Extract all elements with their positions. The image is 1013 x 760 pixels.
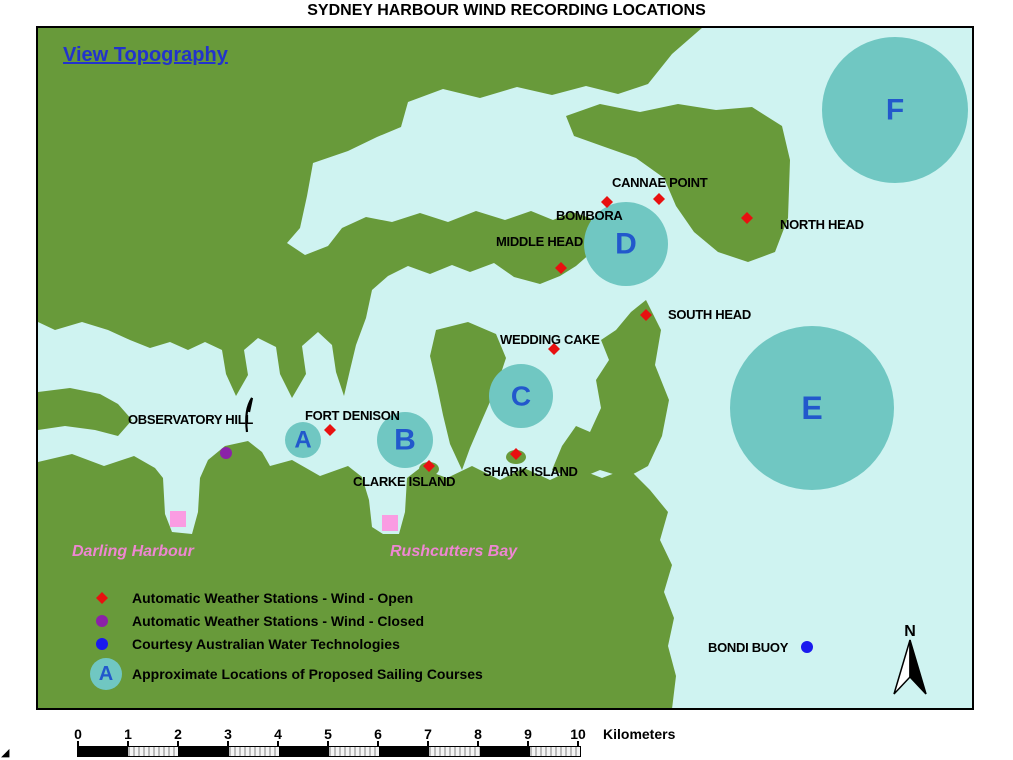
north-arrow: N xyxy=(893,623,927,695)
station-label-observatory-hill: OBSERVATORY HILL xyxy=(128,412,253,427)
course-circle-E xyxy=(730,326,894,490)
scale-segment xyxy=(529,747,581,756)
scale-segment xyxy=(379,747,430,756)
scale-segment xyxy=(329,747,380,756)
station-label-fort-denison: FORT DENISON xyxy=(305,408,400,423)
station-dot-bombora xyxy=(601,196,613,208)
legend-awt-dot xyxy=(96,638,108,650)
scale-tick-label-3: 3 xyxy=(224,726,232,742)
course-letter-E: E xyxy=(801,390,822,426)
scale-segment xyxy=(78,747,129,756)
scale-tick-mark xyxy=(577,741,579,746)
scale-tick-mark xyxy=(127,741,129,746)
legend-course-text: Approximate Locations of Proposed Sailin… xyxy=(132,666,483,682)
land-north-head xyxy=(566,104,790,262)
place-label-rushcutters-bay: Rushcutters Bay xyxy=(390,543,518,560)
place-label-darling-harbour: Darling Harbour xyxy=(72,543,195,560)
scale-tick-label-0: 0 xyxy=(74,726,82,742)
course-circle-F xyxy=(822,37,968,183)
legend-open-dot xyxy=(96,592,108,604)
scale-tick-label-7: 7 xyxy=(424,726,432,742)
station-label-shark-island: SHARK ISLAND xyxy=(483,464,578,479)
station-dot-wedding-cake xyxy=(548,343,560,355)
scale-tick-label-1: 1 xyxy=(124,726,132,742)
scale-tick-label-8: 8 xyxy=(474,726,482,742)
scale-tick-mark xyxy=(327,741,329,746)
scale-tick-mark xyxy=(77,741,79,746)
station-dot-observatory-hill xyxy=(220,447,232,459)
course-letter-A: A xyxy=(294,427,311,454)
scale-unit-label: Kilometers xyxy=(603,726,676,742)
map-border xyxy=(36,26,974,710)
course-letter-D: D xyxy=(615,228,637,261)
station-label-middle-head: MIDDLE HEAD xyxy=(496,234,583,249)
scale-tick-label-2: 2 xyxy=(174,726,182,742)
page-title: SYDNEY HARBOUR WIND RECORDING LOCATIONS xyxy=(307,2,706,19)
place-square-rushcutters-bay xyxy=(382,515,398,531)
legend-course-circle xyxy=(90,658,122,690)
scale-tick-label-5: 5 xyxy=(324,726,332,742)
legend-closed-text: Automatic Weather Stations - Wind - Clos… xyxy=(132,613,424,629)
scale-segment xyxy=(228,747,279,756)
scale-segment xyxy=(479,747,530,756)
legend-closed-dot xyxy=(96,615,108,627)
map: A B C D E F Darling Harbour Rushcutters Bay CA… xyxy=(36,26,974,710)
course-letter-B: B xyxy=(394,424,416,457)
corner-artifact: ◢ xyxy=(1,747,10,759)
north-arrow-label: N xyxy=(904,623,916,640)
station-dot-clarke-island xyxy=(423,460,435,472)
scale-tick-label-9: 9 xyxy=(524,726,532,742)
land-left-band xyxy=(38,388,132,436)
legend-course-letter: A xyxy=(99,663,113,685)
scale-tick-mark xyxy=(277,741,279,746)
scale-tick-mark xyxy=(377,741,379,746)
place-square-darling-harbour xyxy=(170,511,186,527)
station-label-wedding-cake: WEDDING CAKE xyxy=(500,332,600,347)
course-circle-B xyxy=(377,412,433,468)
station-label-south-head: SOUTH HEAD xyxy=(668,307,751,322)
land-point-piper xyxy=(430,322,506,470)
station-dot-cannae-point xyxy=(653,193,665,205)
course-circle-D xyxy=(584,202,668,286)
course-letter-C: C xyxy=(511,381,531,412)
station-label-clarke-island: CLARKE ISLAND xyxy=(353,474,455,489)
harbour-bridge-mark xyxy=(245,397,254,433)
scale-tick-label-10: 10 xyxy=(570,726,586,742)
scale-segment xyxy=(429,747,480,756)
scale-tick-mark xyxy=(227,741,229,746)
station-dot-middle-head xyxy=(555,262,567,274)
land-south xyxy=(38,441,676,709)
scale-bar: 0 1 2 3 4 5 6 7 8 9 10 Kilometers xyxy=(0,722,1013,760)
scale-tick-label-4: 4 xyxy=(274,726,282,742)
scale-tick-label-6: 6 xyxy=(374,726,382,742)
scale-bar-segments xyxy=(77,746,581,757)
station-label-bombora: BOMBORA xyxy=(556,208,623,223)
scale-tick-mark xyxy=(427,741,429,746)
land-south-head xyxy=(552,300,669,480)
scale-tick-mark xyxy=(527,741,529,746)
course-letter-F: F xyxy=(886,94,904,127)
course-circle-C xyxy=(489,364,553,428)
course-circle-A xyxy=(285,422,321,458)
scale-tick-mark xyxy=(177,741,179,746)
legend-awt-text: Courtesy Australian Water Technologies xyxy=(132,636,400,652)
station-dot-north-head xyxy=(741,212,753,224)
station-dot-shark-island xyxy=(510,448,522,460)
scale-segment xyxy=(178,747,229,756)
scale-segment xyxy=(128,747,179,756)
land-north xyxy=(38,27,703,398)
station-label-cannae-point: CANNAE POINT xyxy=(612,175,708,190)
scale-segment xyxy=(278,747,330,756)
station-dot-fort-denison xyxy=(324,424,336,436)
station-label-north-head: NORTH HEAD xyxy=(780,217,864,232)
station-label-bondi-buoy: BONDI BUOY xyxy=(708,640,789,655)
legend-open-text: Automatic Weather Stations - Wind - Open xyxy=(132,590,413,606)
station-dot-bondi-buoy xyxy=(801,641,813,653)
station-dot-south-head xyxy=(640,309,652,321)
view-topography-link[interactable]: View Topography xyxy=(63,44,228,66)
scale-tick-mark xyxy=(477,741,479,746)
